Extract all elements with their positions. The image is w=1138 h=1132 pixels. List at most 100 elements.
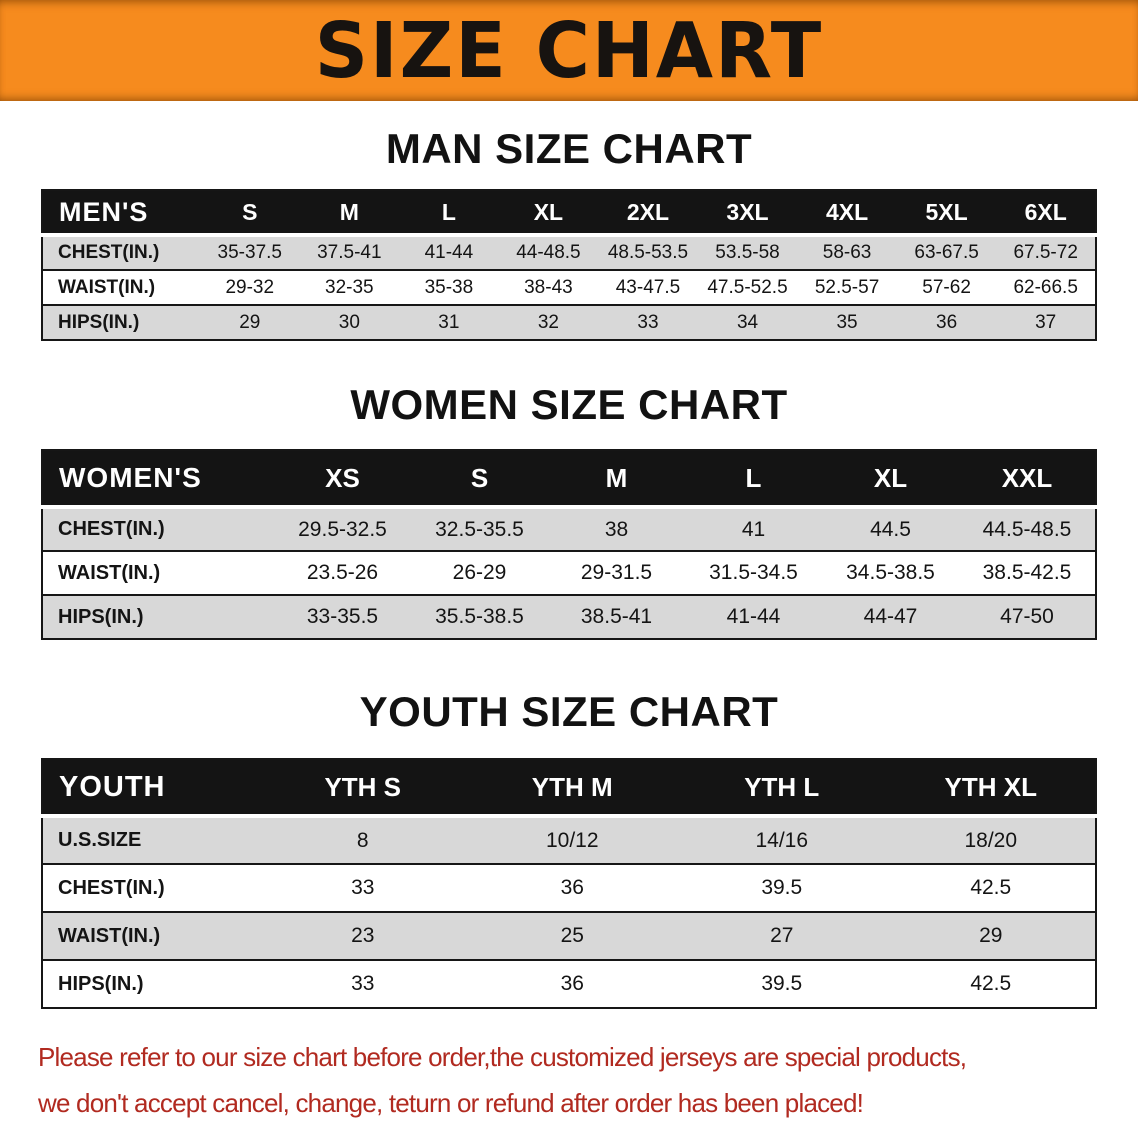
row-label: HIPS(IN.) — [58, 605, 144, 628]
table-row: CHEST(IN.) 33 36 39.5 42.5 — [42, 864, 1096, 912]
youth-size-table: YOUTH YTH S YTH M YTH L YTH XL U.S.SIZE … — [41, 758, 1097, 1009]
men-size-table: MEN'S S M L XL 2XL 3XL 4XL 5XL 6XL CHEST… — [41, 189, 1097, 341]
table-cell: 53.5-58 — [715, 242, 780, 263]
table-cell: 23 — [351, 924, 375, 947]
men-section-heading: MAN SIZE CHART — [385, 125, 753, 172]
size-column-header: 3XL — [697, 190, 798, 237]
table-cell: 52.5-57 — [814, 276, 880, 298]
women-table-label: WOMEN'S — [42, 450, 274, 509]
table-cell: 29.5-32.5 — [298, 517, 387, 541]
row-label: WAIST(IN.) — [58, 561, 161, 584]
table-row: U.S.SIZE 8 10/12 14/16 18/20 — [42, 816, 1096, 864]
size-column-header: YTH XL — [886, 759, 1096, 818]
table-cell: 43-47.5 — [615, 276, 681, 298]
women-size-table: WOMEN'S XS S M L XL XXL CHEST(IN.) 29.5-… — [41, 449, 1097, 640]
table-cell: 38-43 — [524, 276, 573, 298]
disclaimer-line-1: Please refer to our size chart before or… — [38, 1042, 967, 1072]
table-row: HIPS(IN.) 33 36 39.5 42.5 — [42, 960, 1096, 1008]
table-cell: 10/12 — [545, 828, 599, 852]
disclaimer-line-2: we don't accept cancel, change, teturn o… — [38, 1087, 864, 1118]
table-cell: 35 — [836, 311, 858, 333]
size-column-header: 4XL — [797, 190, 897, 237]
table-cell: 33-35.5 — [306, 605, 379, 628]
table-cell: 44-47 — [863, 605, 918, 628]
table-cell: 35-37.5 — [217, 242, 282, 263]
table-cell: 63-67.5 — [914, 242, 979, 263]
table-cell: 35.5-38.5 — [435, 605, 524, 628]
size-column-header: YTH S — [258, 759, 468, 818]
table-cell: 29-32 — [225, 276, 275, 298]
table-cell: 47.5-52.5 — [707, 276, 788, 298]
table-cell: 42.5 — [970, 972, 1012, 995]
table-row: HIPS(IN.) 33-35.5 35.5-38.5 38.5-41 41-4… — [42, 595, 1096, 639]
size-column-header: S — [200, 190, 300, 237]
table-row: WAIST(IN.) 23.5-26 26-29 29-31.5 31.5-34… — [42, 551, 1096, 595]
size-column-header: YTH M — [467, 759, 677, 818]
size-column-header: XL — [822, 450, 959, 509]
size-column-header: XXL — [959, 450, 1096, 509]
table-cell: 33 — [351, 972, 375, 995]
women-header-row: WOMEN'S XS S M L XL XXL — [42, 450, 1096, 509]
size-column-header: L — [685, 450, 822, 509]
table-cell: 37.5-41 — [317, 242, 382, 263]
table-cell: 39.5 — [761, 972, 803, 995]
size-chart-banner: SIZE CHART — [0, 0, 1138, 101]
youth-table-label: YOUTH — [42, 759, 258, 818]
table-cell: 44.5-48.5 — [982, 517, 1072, 541]
table-cell: 34.5-38.5 — [846, 561, 935, 584]
row-label: CHEST(IN.) — [58, 876, 165, 899]
row-label: HIPS(IN.) — [58, 972, 144, 995]
men-header-row: MEN'S S M L XL 2XL 3XL 4XL 5XL 6XL — [42, 190, 1096, 237]
table-cell: 41-44 — [726, 605, 781, 628]
row-label: HIPS(IN.) — [58, 311, 140, 333]
table-cell: 14/16 — [755, 828, 809, 852]
row-label: WAIST(IN.) — [58, 276, 156, 298]
table-cell: 26-29 — [452, 561, 507, 584]
table-cell: 31 — [438, 311, 460, 333]
table-cell: 23.5-26 — [306, 561, 379, 584]
table-cell: 34 — [736, 311, 759, 333]
table-cell: 32.5-35.5 — [435, 517, 524, 541]
table-cell: 37 — [1035, 311, 1057, 333]
table-row: HIPS(IN.) 29 30 31 32 33 34 35 36 37 — [42, 305, 1096, 340]
table-cell: 62-66.5 — [1013, 276, 1078, 298]
table-cell: 33 — [351, 876, 375, 899]
size-column-header: 6XL — [996, 190, 1096, 237]
table-cell: 29-31.5 — [580, 561, 653, 584]
youth-section-heading: YOUTH SIZE CHART — [359, 688, 779, 735]
table-cell: 42.5 — [970, 876, 1012, 899]
table-cell: 36 — [560, 876, 584, 899]
row-label: WAIST(IN.) — [58, 924, 161, 947]
table-cell: 30 — [338, 311, 360, 333]
page-title: SIZE CHART — [314, 5, 824, 96]
table-row: CHEST(IN.) 35-37.5 37.5-41 41-44 44-48.5… — [42, 235, 1096, 270]
table-cell: 33 — [637, 311, 659, 333]
table-cell: 8 — [356, 828, 369, 852]
men-table-label: MEN'S — [42, 190, 200, 237]
size-column-header: XL — [498, 190, 599, 237]
table-cell: 41 — [741, 517, 766, 541]
row-label: U.S.SIZE — [58, 829, 142, 851]
women-section-heading: WOMEN SIZE CHART — [350, 381, 788, 428]
row-label: CHEST(IN.) — [58, 242, 160, 263]
size-column-header: S — [411, 450, 548, 509]
table-cell: 27 — [770, 924, 794, 947]
size-column-header: YTH L — [677, 759, 887, 818]
size-column-header: 5XL — [896, 190, 997, 237]
table-cell: 29 — [979, 924, 1003, 947]
table-cell: 36 — [936, 311, 958, 333]
table-row: WAIST(IN.) 29-32 32-35 35-38 38-43 43-47… — [42, 270, 1096, 305]
table-cell: 58-63 — [822, 242, 872, 263]
table-cell: 32-35 — [325, 276, 374, 298]
table-cell: 39.5 — [761, 876, 803, 899]
table-cell: 57-62 — [922, 276, 971, 298]
table-cell: 41-44 — [424, 242, 474, 263]
size-column-header: XS — [274, 450, 411, 509]
table-cell: 29 — [239, 311, 261, 333]
table-cell: 44.5 — [870, 517, 911, 541]
table-cell: 35-38 — [424, 276, 474, 298]
table-cell: 48.5-53.5 — [607, 242, 689, 263]
size-column-header: M — [299, 190, 400, 237]
youth-header-row: YOUTH YTH S YTH M YTH L YTH XL — [42, 759, 1096, 818]
size-column-header: 2XL — [598, 190, 698, 237]
